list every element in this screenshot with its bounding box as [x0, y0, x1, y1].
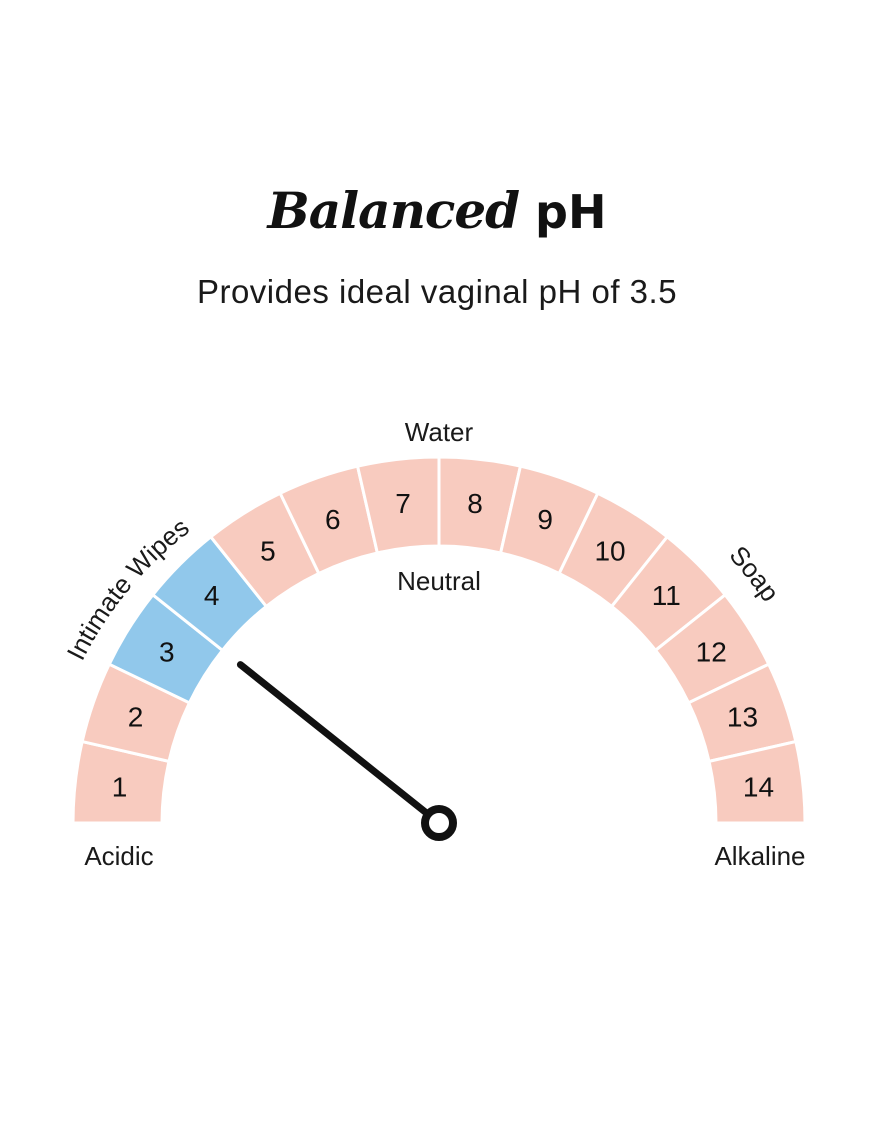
- ph-number-10: 10: [594, 535, 625, 566]
- water-label: Water: [405, 417, 474, 447]
- ph-number-2: 2: [128, 701, 144, 732]
- ph-number-3: 3: [159, 636, 175, 667]
- ph-number-6: 6: [325, 504, 341, 535]
- ph-number-7: 7: [395, 488, 411, 519]
- ph-number-4: 4: [204, 580, 220, 611]
- ph-number-14: 14: [743, 772, 774, 803]
- ph-number-11: 11: [652, 580, 681, 611]
- ph-number-9: 9: [537, 504, 553, 535]
- ph-number-8: 8: [467, 488, 483, 519]
- ph-number-5: 5: [260, 535, 276, 566]
- ph-number-13: 13: [727, 701, 758, 732]
- acidic-label: Acidic: [84, 841, 153, 871]
- title-ph: pH: [535, 185, 607, 239]
- page-title: Balanced pH: [0, 186, 874, 236]
- alkaline-label: Alkaline: [714, 841, 805, 871]
- soap-text: Soap: [724, 540, 786, 607]
- gauge-needle: [236, 661, 443, 827]
- ph-segment-14: [707, 739, 807, 825]
- soap-label: Soap: [724, 540, 786, 607]
- ph-number-12: 12: [696, 636, 727, 667]
- gauge-segments: [71, 455, 807, 825]
- needle-pivot: [421, 805, 457, 841]
- title-script: Balanced: [267, 181, 521, 240]
- neutral-label: Neutral: [397, 566, 481, 596]
- ph-number-1: 1: [112, 772, 128, 803]
- page-subtitle: Provides ideal vaginal pH of 3.5: [196, 273, 678, 310]
